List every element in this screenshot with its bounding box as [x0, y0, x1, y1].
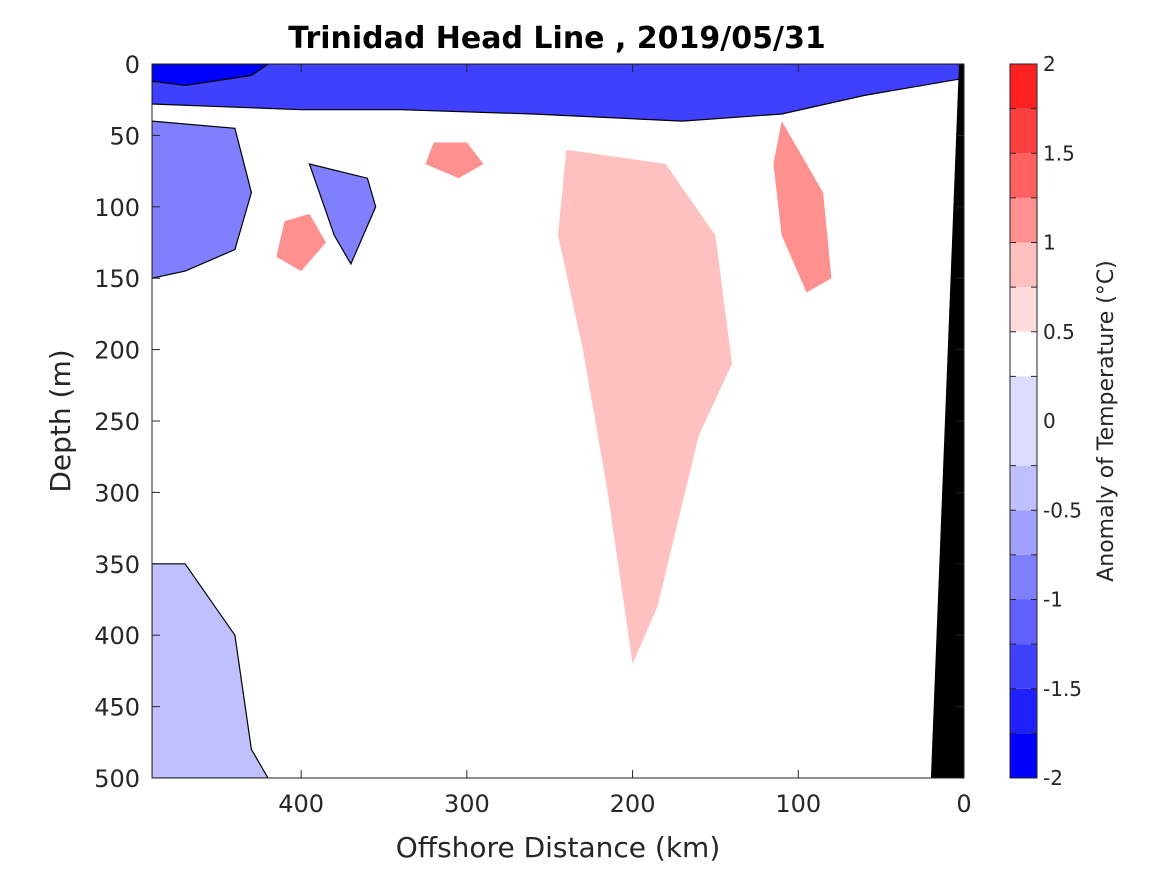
colorbar-swatch [1010, 287, 1037, 332]
y-tick-label: 200 [94, 337, 140, 365]
colorbar: -2 -1.5 -1 -0.5 0 0.5 1 1.5 2 [1009, 52, 1082, 790]
land-mask [930, 64, 964, 778]
colorbar-swatch [1010, 197, 1037, 243]
y-tick-label: 350 [94, 551, 140, 579]
x-tick-label: 100 [775, 790, 821, 818]
x-axis-label: Offshore Distance (km) [396, 831, 721, 864]
y-tick-label: 500 [94, 765, 140, 793]
zero-contour-1 [152, 64, 964, 122]
anomaly-region-1 [152, 563, 268, 778]
colorbar-swatch [1010, 108, 1037, 154]
y-tick-label: 150 [94, 265, 140, 293]
zero-contour-4 [308, 163, 377, 266]
colorbar-swatch [1010, 510, 1037, 555]
colorbar-tick-label: -1.5 [1043, 677, 1082, 701]
x-tick-label: 300 [444, 790, 490, 818]
y-tick-label: 0 [125, 51, 140, 79]
anomaly-region-6 [773, 121, 832, 293]
zero-contour-2 [152, 64, 270, 87]
colorbar-tick-label: 1 [1043, 231, 1056, 255]
colorbar-tick-label: -2 [1043, 766, 1063, 790]
colorbar-swatch [1010, 242, 1037, 288]
y-tick-label: 100 [94, 194, 140, 222]
colorbar-swatch [1010, 554, 1037, 600]
y-tick-label: 250 [94, 408, 140, 436]
chart-title: Trinidad Head Line , 2019/05/31 [288, 21, 825, 56]
y-tick-label: 400 [94, 622, 140, 650]
y-tick-label: 300 [94, 479, 140, 507]
x-axis: 400 300 200 100 0 [278, 64, 972, 818]
anomaly-region-9 [152, 64, 964, 122]
anomaly-region-4 [309, 164, 376, 264]
anomaly-region-5 [558, 149, 732, 664]
colorbar-tick-label: 1.5 [1043, 141, 1075, 165]
x-tick-label: 200 [610, 790, 656, 818]
colorbar-swatch [1010, 64, 1037, 109]
colorbar-label: Anomaly of Temperature (°C) [1094, 260, 1119, 582]
colorbar-tick-label: 0 [1043, 409, 1056, 433]
colorbar-swatch [1010, 644, 1037, 689]
colorbar-swatch [1010, 153, 1037, 198]
y-axis: 0 50 100 150 200 250 300 350 400 450 500 [94, 51, 964, 793]
anomaly-region-7 [276, 213, 326, 272]
y-tick-label: 50 [109, 122, 140, 150]
x-tick-label: 400 [278, 790, 324, 818]
y-axis-label: Depth (m) [44, 349, 77, 492]
colorbar-swatch [1010, 376, 1037, 466]
colorbar-swatch [1010, 599, 1037, 645]
colorbar-swatch [1010, 733, 1037, 778]
colorbar-tick-label: -1 [1043, 588, 1063, 612]
coastline-land [930, 64, 964, 778]
zero-contour-5 [152, 563, 269, 778]
anomaly-region-2 [234, 121, 915, 778]
y-tick-label: 450 [94, 694, 140, 722]
anomaly-region-8 [425, 142, 484, 179]
colorbar-swatch [1010, 465, 1037, 511]
x-tick-label: 0 [956, 790, 971, 818]
colorbar-tick-label: 2 [1043, 52, 1056, 76]
zero-contour-3 [152, 120, 253, 279]
colorbar-swatch [1010, 688, 1037, 734]
anomaly-region-10 [152, 64, 268, 86]
colorbar-tick-label: 0.5 [1043, 320, 1075, 344]
temperature-anomaly-field [152, 64, 964, 778]
colorbar-frame [1009, 63, 1038, 779]
anomaly-region-3 [152, 121, 252, 279]
colorbar-swatch [1010, 331, 1037, 377]
colorbar-tick-label: -0.5 [1043, 498, 1082, 522]
